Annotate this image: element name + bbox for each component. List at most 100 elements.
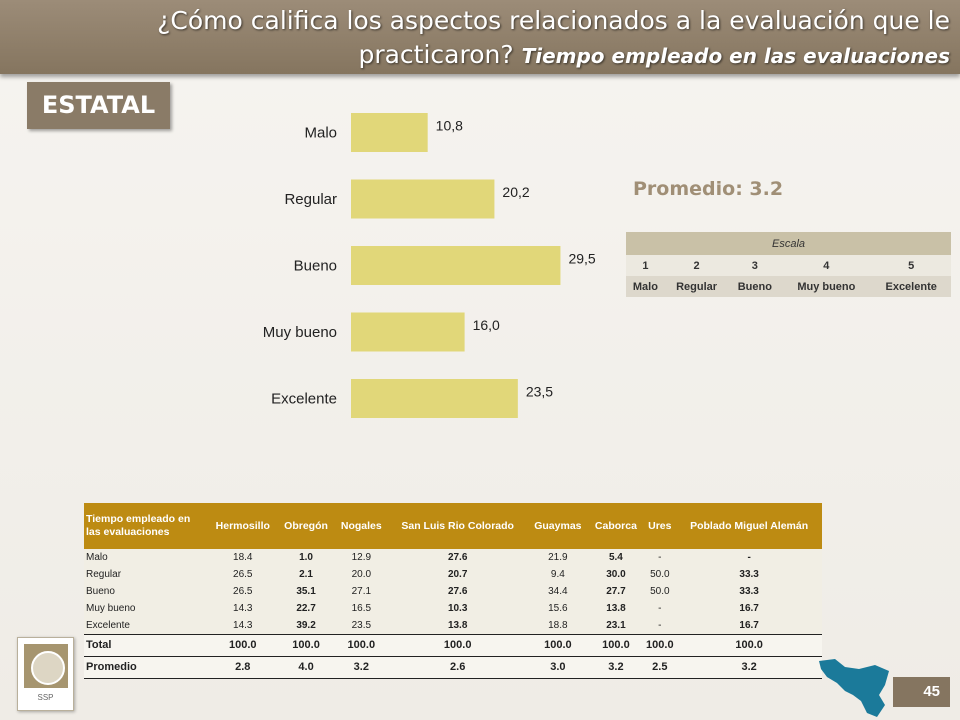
- table-cell: 2.1: [277, 566, 335, 583]
- table-cell: 16.7: [676, 617, 822, 634]
- escala-table: Escala 1 2 3 4 5 Malo Regular Bueno Muy …: [626, 232, 951, 297]
- title-band: ¿Cómo califica los aspectos relacionados…: [0, 0, 960, 74]
- title-subtitle: Tiempo empleado en las evaluaciones: [521, 44, 950, 68]
- table-cell: -: [643, 549, 677, 566]
- table-cell: 9.4: [527, 566, 589, 583]
- escala-label: Regular: [664, 276, 729, 297]
- table-cell: 34.4: [527, 583, 589, 600]
- table-cell: 3.2: [334, 656, 389, 679]
- column-header: Nogales: [334, 503, 389, 549]
- table-cell: 100.0: [208, 633, 278, 657]
- table-cell: 100.0: [643, 633, 677, 657]
- table-cell: 15.6: [527, 600, 589, 617]
- table-header-row: Tiempo empleado en las evaluaciones Herm…: [84, 503, 822, 549]
- row-label: Muy bueno: [84, 600, 208, 617]
- row-label: Promedio: [84, 656, 208, 679]
- bar-muy-bueno: [351, 312, 465, 352]
- table-cell: -: [643, 600, 677, 617]
- escala-label: Malo: [626, 276, 665, 297]
- table-cell: 23.5: [334, 617, 389, 634]
- escala-number: 1: [626, 255, 665, 276]
- category-label: Muy bueno: [263, 324, 337, 341]
- row-label: Total: [84, 633, 208, 657]
- table-cell: 35.1: [277, 583, 335, 600]
- table-cell: 4.0: [277, 656, 335, 679]
- table-cell: 100.0: [388, 633, 528, 657]
- table-cell: 100.0: [527, 633, 589, 657]
- escala-label: Muy bueno: [781, 276, 872, 297]
- table-row: Malo 18.4 1.0 12.9 27.6 21.9 5.4 - -: [84, 549, 822, 566]
- table-total-row: Total 100.0 100.0 100.0 100.0 100.0 100.…: [84, 633, 822, 657]
- table-row: Excelente 14.3 39.2 23.5 13.8 18.8 23.1 …: [84, 617, 822, 634]
- category-label: Malo: [304, 125, 337, 142]
- column-header: Guaymas: [527, 503, 589, 549]
- row-label: Bueno: [84, 583, 208, 600]
- ssp-logo: SSP: [17, 637, 74, 711]
- column-header: Obregón: [277, 503, 335, 549]
- table-cell: 50.0: [643, 583, 677, 600]
- table-cell: 33.3: [676, 583, 822, 600]
- page-title: ¿Cómo califica los aspectos relacionados…: [50, 4, 950, 73]
- escala-number: 4: [781, 255, 872, 276]
- table-cell: 18.8: [527, 617, 589, 634]
- table-cell: 2.5: [643, 656, 677, 679]
- row-label: Malo: [84, 549, 208, 566]
- bar-malo: [351, 113, 428, 152]
- table-row: Muy bueno 14.3 22.7 16.5 10.3 15.6 13.8 …: [84, 600, 822, 617]
- bar-excelente: [351, 379, 518, 418]
- table-cell: 3.2: [588, 656, 644, 679]
- table-cell: 12.9: [334, 549, 389, 566]
- table-cell: 30.0: [588, 566, 644, 583]
- table-cell: 22.7: [277, 600, 335, 617]
- column-header: Caborca: [588, 503, 644, 549]
- table-row: Bueno 26.5 35.1 27.1 27.6 34.4 27.7 50.0…: [84, 583, 822, 600]
- table-cell: -: [643, 617, 677, 634]
- table-cell: 33.3: [676, 566, 822, 583]
- table-cell: -: [676, 549, 822, 566]
- table-cell: 100.0: [588, 633, 644, 657]
- table-cell: 10.3: [388, 600, 528, 617]
- data-label: 16,0: [473, 317, 500, 333]
- table-cell: 1.0: [277, 549, 335, 566]
- table-promedio-row: Promedio 2.8 4.0 3.2 2.6 3.0 3.2 2.5 3.2: [84, 656, 822, 679]
- table-cell: 20.0: [334, 566, 389, 583]
- escala-number: 5: [871, 255, 951, 276]
- table-cell: 16.7: [676, 600, 822, 617]
- table-cell: 100.0: [277, 633, 335, 657]
- logo-text: SSP: [37, 693, 54, 702]
- state-map-icon: [819, 659, 889, 717]
- table-cell: 13.8: [388, 617, 528, 634]
- data-label: 29,5: [568, 251, 595, 267]
- row-label: Regular: [84, 566, 208, 583]
- column-header: San Luis Rio Colorado: [388, 503, 528, 549]
- table-cell: 50.0: [643, 566, 677, 583]
- title-question: ¿Cómo califica los aspectos relacionados…: [157, 6, 950, 69]
- data-label: 23,5: [526, 384, 553, 400]
- table-cell: 27.7: [588, 583, 644, 600]
- table-cell: 100.0: [334, 633, 389, 657]
- seal-icon: [24, 644, 68, 688]
- table-cell: 18.4: [208, 549, 278, 566]
- data-label: 20,2: [502, 184, 529, 200]
- table-cell: 20.7: [388, 566, 528, 583]
- column-header: Tiempo empleado en las evaluaciones: [84, 503, 208, 549]
- table-cell: 100.0: [676, 633, 822, 657]
- table-cell: 26.5: [208, 583, 278, 600]
- estatal-badge: ESTATAL: [27, 82, 170, 129]
- table-row: Regular 26.5 2.1 20.0 20.7 9.4 30.0 50.0…: [84, 566, 822, 583]
- promedio-label: Promedio: 3.2: [633, 178, 784, 200]
- escala-number: 2: [664, 255, 729, 276]
- table-cell: 14.3: [208, 617, 278, 634]
- table-cell: 2.6: [388, 656, 528, 679]
- table-cell: 39.2: [277, 617, 335, 634]
- escala-number: 3: [728, 255, 782, 276]
- table-cell: 3.0: [527, 656, 589, 679]
- category-label: Excelente: [271, 391, 337, 408]
- table-cell: 26.5: [208, 566, 278, 583]
- row-label: Excelente: [84, 617, 208, 634]
- table-cell: 16.5: [334, 600, 389, 617]
- table-cell: 27.1: [334, 583, 389, 600]
- column-header: Poblado Miguel Alemán: [676, 503, 822, 549]
- category-label: Regular: [284, 191, 337, 208]
